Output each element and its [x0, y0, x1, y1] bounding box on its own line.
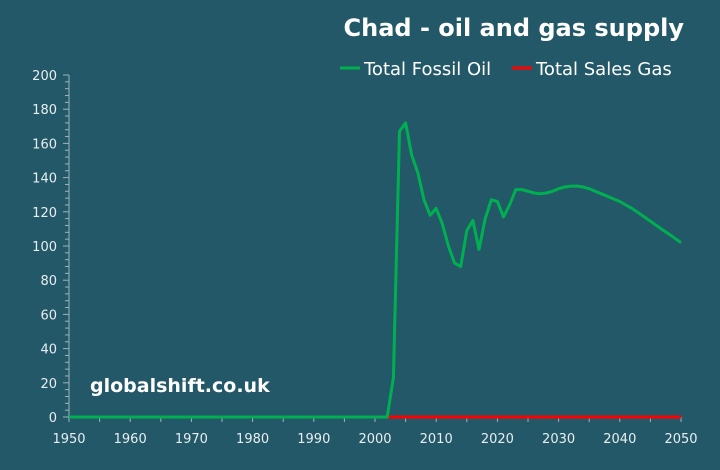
y-tick-label: 140 — [32, 172, 57, 187]
y-tick-label: 40 — [40, 343, 57, 358]
y-tick-label: 100 — [32, 240, 57, 255]
y-tick-label: 80 — [40, 274, 57, 289]
x-tick-label: 1960 — [114, 432, 147, 447]
x-tick-label: 1990 — [297, 432, 330, 447]
y-tick-label: 120 — [32, 206, 57, 221]
y-tick-label: 160 — [32, 137, 57, 152]
x-tick-label: 1950 — [52, 432, 85, 447]
series-line-total-fossil-oil — [69, 121, 682, 419]
x-tick-label: 2050 — [664, 432, 697, 447]
x-tick-label: 2000 — [358, 432, 391, 447]
series-group — [69, 121, 682, 419]
x-tick-label: 1980 — [236, 432, 269, 447]
x-tick-label: 2030 — [542, 432, 575, 447]
y-tick-label: 20 — [40, 377, 57, 392]
y-tick-label: 0 — [49, 411, 57, 426]
watermark: globalshift.co.uk — [90, 375, 270, 397]
y-tick-label: 200 — [32, 69, 57, 84]
chart-title: Chad - oil and gas supply — [344, 14, 685, 42]
legend: Total Fossil Oil Total Sales Gas — [340, 59, 672, 80]
x-tick-label: 2020 — [481, 432, 514, 447]
legend-label: Total Sales Gas — [535, 59, 672, 80]
legend-label: Total Fossil Oil — [363, 59, 491, 80]
x-tick-label: 2040 — [603, 432, 636, 447]
x-tick-label: 2010 — [420, 432, 453, 447]
y-tick-label: 60 — [40, 308, 57, 323]
y-tick-label: 180 — [32, 103, 57, 118]
x-tick-label: 1970 — [175, 432, 208, 447]
